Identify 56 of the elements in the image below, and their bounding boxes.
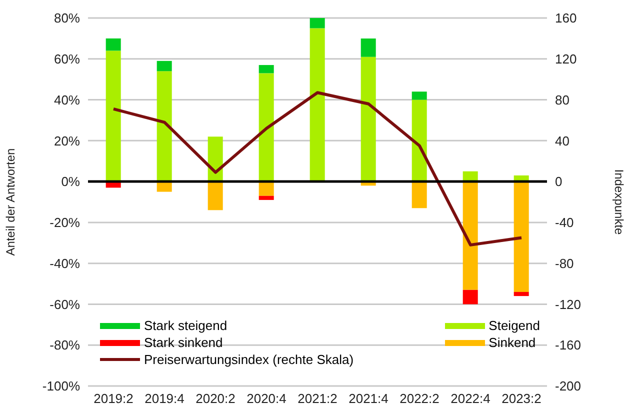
y-tick-label: -40% <box>50 256 80 271</box>
bar <box>106 38 121 51</box>
y-tick-label: 0% <box>61 174 80 190</box>
y2-tick-label: 160 <box>555 10 577 26</box>
x-tick-label: 2022:2 <box>400 391 440 406</box>
y2-tick-label: -120 <box>555 296 582 312</box>
y-tick-label: -20% <box>50 215 80 230</box>
bar <box>106 50 121 182</box>
bar <box>310 18 325 28</box>
x-tick-label: 2023:2 <box>502 391 542 406</box>
x-tick-label: 2020:4 <box>246 391 286 406</box>
bar <box>514 182 529 292</box>
bar <box>258 196 274 200</box>
bar <box>258 65 274 74</box>
bar <box>514 292 529 296</box>
y2-tick-label: -160 <box>555 338 582 353</box>
x-tick-label: 2019:4 <box>144 391 184 406</box>
bar <box>412 92 427 100</box>
bar <box>310 28 325 182</box>
y2-tick-label: 120 <box>555 52 577 67</box>
legend-label: Sinkend <box>488 335 536 350</box>
bar <box>360 38 376 57</box>
bar <box>462 182 478 290</box>
x-tick-label: 2021:4 <box>348 391 388 406</box>
y-tick-label: 60% <box>54 52 80 67</box>
line-series <box>112 91 523 246</box>
x-tick-label: 2021:2 <box>298 391 338 406</box>
bar <box>412 100 427 182</box>
legend-label: Steigend <box>488 318 540 333</box>
y2-tick-label: -80 <box>555 256 574 271</box>
y-tick-label: -60% <box>50 296 80 312</box>
y2-tick-label: 0 <box>555 174 562 190</box>
y-tick-label: -80% <box>50 338 80 353</box>
legend-label: Preiserwartungsindex (rechte Skala) <box>144 352 354 367</box>
y2-tick-label: 40 <box>555 133 570 148</box>
bar <box>412 182 427 208</box>
y2-tick-label: -200 <box>555 378 582 394</box>
y-tick-label: 40% <box>54 92 80 108</box>
bar <box>360 56 376 182</box>
y2-axis-title: Indexpunkte <box>612 169 626 236</box>
bar <box>208 182 223 210</box>
bar <box>462 290 478 304</box>
x-tick-label: 2020:2 <box>196 391 236 406</box>
y-tick-label: 80% <box>54 10 80 26</box>
y-tick-label: 20% <box>54 133 80 148</box>
legend-label: Stark steigend <box>144 318 228 333</box>
y-tick-label: -100% <box>42 378 80 394</box>
x-tick-label: 2022:4 <box>450 391 490 406</box>
legend-label: Stark sinkend <box>144 335 223 350</box>
y2-tick-label: 80 <box>555 92 570 108</box>
bar <box>156 60 172 72</box>
bar <box>156 71 172 182</box>
y2-tick-label: -40 <box>555 215 574 230</box>
x-tick-label: 2019:2 <box>94 391 134 406</box>
y-axis-title: Anteil der Antworten <box>3 148 18 256</box>
bar <box>258 73 274 182</box>
